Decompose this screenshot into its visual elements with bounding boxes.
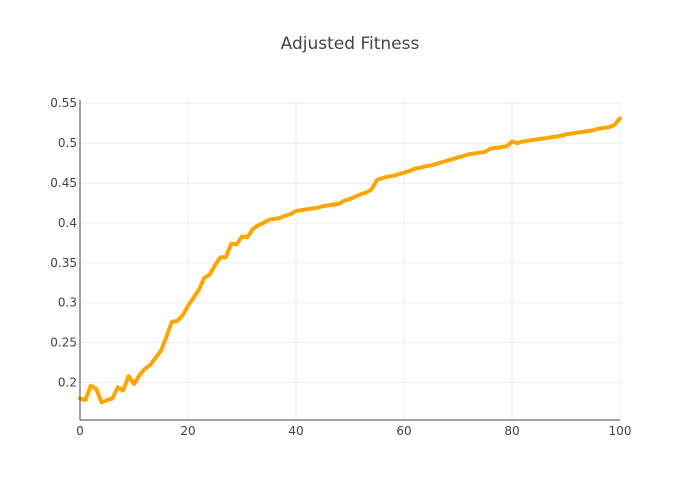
tick-labels: 0 20 40 60 80 100 0.2 0.25 0.3 0.35 0.4 0.45 0.5 0.55	[50, 96, 631, 438]
gridlines	[80, 100, 621, 420]
axes	[79, 100, 620, 421]
chart-title: Adjusted Fitness	[281, 34, 420, 54]
series-layer	[78, 116, 622, 405]
x-tick-label: 40	[288, 424, 303, 438]
y-tick-label: 0.3	[58, 296, 77, 310]
x-tick-label: 80	[504, 424, 519, 438]
y-tick-label: 0.5	[58, 136, 77, 150]
y-tick-label: 0.55	[50, 96, 77, 110]
y-tick-label: 0.4	[58, 216, 77, 230]
series-line	[78, 116, 622, 405]
x-tick-label: 60	[396, 424, 411, 438]
y-tick-label: 0.2	[58, 375, 77, 389]
x-tick-label: 20	[180, 424, 195, 438]
x-tick-label: 0	[76, 424, 84, 438]
y-tick-label: 0.35	[50, 256, 77, 270]
y-tick-label: 0.25	[50, 336, 77, 350]
x-tick-label: 100	[609, 424, 632, 438]
y-tick-label: 0.45	[50, 176, 77, 190]
